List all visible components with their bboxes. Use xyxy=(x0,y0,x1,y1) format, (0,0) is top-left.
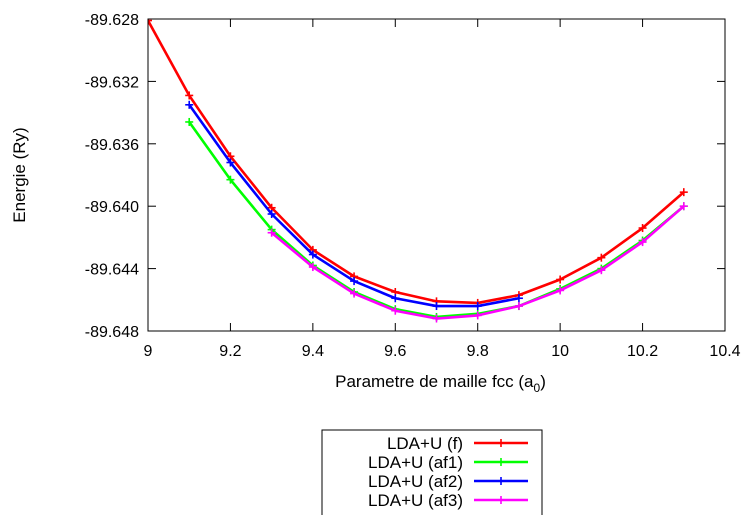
data-point xyxy=(597,266,606,275)
y-tick-label: -89.648 xyxy=(85,324,139,341)
legend-label: LDA+U (af3) xyxy=(368,491,463,510)
legend-label: LDA+U (f) xyxy=(387,434,463,453)
x-tick-label: 9.4 xyxy=(302,343,324,360)
y-tick-label: -89.628 xyxy=(85,12,139,29)
x-tick-label: 9.2 xyxy=(219,343,241,360)
x-tick-label: 9.6 xyxy=(384,343,406,360)
x-axis-title: Parametre de maille fcc (a0) xyxy=(335,372,546,395)
x-tick-label: 9.8 xyxy=(467,343,489,360)
data-point xyxy=(679,202,688,211)
legend-marker xyxy=(497,496,505,504)
data-point xyxy=(638,224,647,233)
data-point xyxy=(679,188,688,197)
series-layer xyxy=(148,19,688,323)
data-point xyxy=(473,311,482,320)
data-point xyxy=(514,294,523,303)
data-point xyxy=(185,117,194,126)
y-axis-title: Energie (Ry) xyxy=(10,127,29,222)
plot-frame xyxy=(147,18,726,332)
legend: LDA+U (f)LDA+U (af1)LDA+U (af2)LDA+U (af… xyxy=(321,429,543,515)
data-point xyxy=(350,277,359,286)
legend-marker xyxy=(497,477,505,485)
data-point xyxy=(267,210,276,218)
data-point xyxy=(473,302,482,311)
x-tick-label: 9 xyxy=(144,343,153,360)
data-point xyxy=(226,158,235,167)
series-line-2 xyxy=(188,121,685,319)
data-point xyxy=(391,294,400,303)
data-point xyxy=(226,175,235,184)
y-tick-label: -89.640 xyxy=(85,199,139,216)
ticks-layer: 9 9.2 9.4 9.6 9.8 10 10.2 10.4 -89.628 -89.632 -89… xyxy=(85,12,741,360)
data-point xyxy=(350,289,359,298)
y-tick-label: -89.636 xyxy=(85,137,139,154)
data-point xyxy=(148,19,152,25)
x-tick-label: 10 xyxy=(551,343,569,360)
series-line-1 xyxy=(148,19,685,305)
x-tick-label: 10.2 xyxy=(627,343,658,360)
data-point xyxy=(432,314,441,323)
data-point xyxy=(556,275,565,284)
data-point xyxy=(597,253,606,262)
x-axis-title-suffix: ) xyxy=(540,372,546,391)
data-point xyxy=(308,263,317,272)
x-axis-title-main: Parametre de maille fcc (a xyxy=(335,372,534,391)
data-point xyxy=(638,238,647,247)
x-axis-title-subscript: 0 xyxy=(534,381,541,395)
legend-marker xyxy=(497,458,505,466)
legend-label: LDA+U (af2) xyxy=(368,472,463,491)
data-point xyxy=(185,91,194,100)
data-point xyxy=(267,228,276,237)
data-point xyxy=(185,100,194,109)
y-tick-label: -89.632 xyxy=(85,74,139,91)
data-point xyxy=(432,302,441,311)
data-point xyxy=(556,286,565,295)
data-point xyxy=(391,306,400,315)
data-point xyxy=(308,250,317,259)
legend-label: LDA+U (af1) xyxy=(368,453,463,472)
data-point xyxy=(514,302,523,311)
legend-marker xyxy=(497,439,505,447)
y-tick-label: -89.644 xyxy=(85,262,139,279)
x-tick-label: 10.4 xyxy=(709,343,740,360)
